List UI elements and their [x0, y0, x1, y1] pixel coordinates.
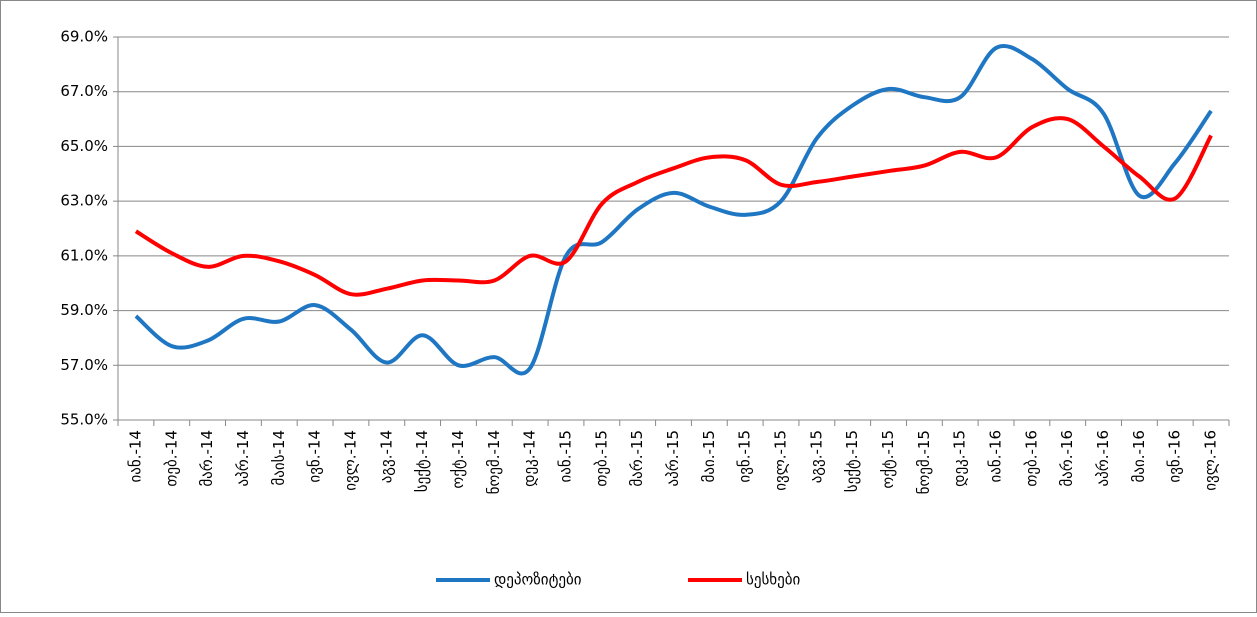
y-tick-label: 57.0%	[60, 356, 108, 374]
x-tick-label: ივნ.-16	[1166, 430, 1184, 483]
y-tick-label: 69.0%	[60, 28, 108, 46]
x-tick-label: ოქტ.-15	[879, 430, 897, 489]
x-tick-label: თებ.-16	[1022, 430, 1040, 487]
x-tick-label: მაი.-16	[1130, 430, 1148, 483]
y-tick-label: 59.0%	[60, 301, 108, 319]
x-tick-label: ივნ.-14	[306, 430, 324, 483]
x-tick-label: დეკ.-14	[521, 430, 539, 487]
x-tick-label: დეკ.-15	[951, 430, 969, 487]
x-tick-label: აგვ.-14	[377, 430, 395, 483]
legend-label: სესხები	[746, 571, 801, 589]
x-tick-label: აგვ.-15	[807, 430, 825, 483]
y-tick-label: 65.0%	[60, 137, 108, 155]
x-tick-label: იან.-15	[556, 430, 574, 483]
x-tick-label: მაი.-15	[700, 430, 718, 483]
x-tick-label: ნოემ.-14	[485, 430, 503, 494]
x-tick-label: მარ.-16	[1058, 430, 1076, 487]
x-tick-label: მარ.-15	[628, 430, 646, 487]
y-tick-label: 63.0%	[60, 192, 108, 210]
x-tick-label: მაის-14	[270, 430, 288, 486]
x-tick-label: ივლ.-14	[341, 430, 359, 491]
legend-label: დეპოზიტები	[494, 571, 582, 589]
y-tick-label: 55.0%	[60, 411, 108, 429]
x-tick-label: თებ.-15	[592, 430, 610, 487]
x-tick-label: მარ.-14	[198, 430, 216, 487]
x-tick-label: ოქტ.-14	[449, 430, 467, 489]
x-tick-label: სექტ.-14	[413, 430, 431, 492]
y-tick-label: 67.0%	[60, 82, 108, 100]
series-line	[134, 116, 1213, 297]
x-tick-label: იან.-14	[126, 430, 144, 483]
x-tick-label: აპრ.-16	[1094, 430, 1112, 486]
x-tick-label: აპრ.-15	[664, 430, 682, 486]
x-tick-label: იან.-16	[987, 430, 1005, 483]
x-tick-label: ნოემ.-15	[915, 430, 933, 494]
x-tick-label: ივლ.-15	[772, 430, 790, 491]
x-tick-label: ივლ.-16	[1202, 430, 1220, 491]
x-tick-label: სექტ.-15	[843, 430, 861, 492]
series-line	[134, 44, 1213, 376]
y-tick-label: 61.0%	[60, 246, 108, 264]
x-tick-label: აპრ.-14	[234, 430, 252, 486]
x-tick-label: თებ.-14	[162, 430, 180, 487]
x-tick-label: ივნ.-15	[736, 430, 754, 483]
